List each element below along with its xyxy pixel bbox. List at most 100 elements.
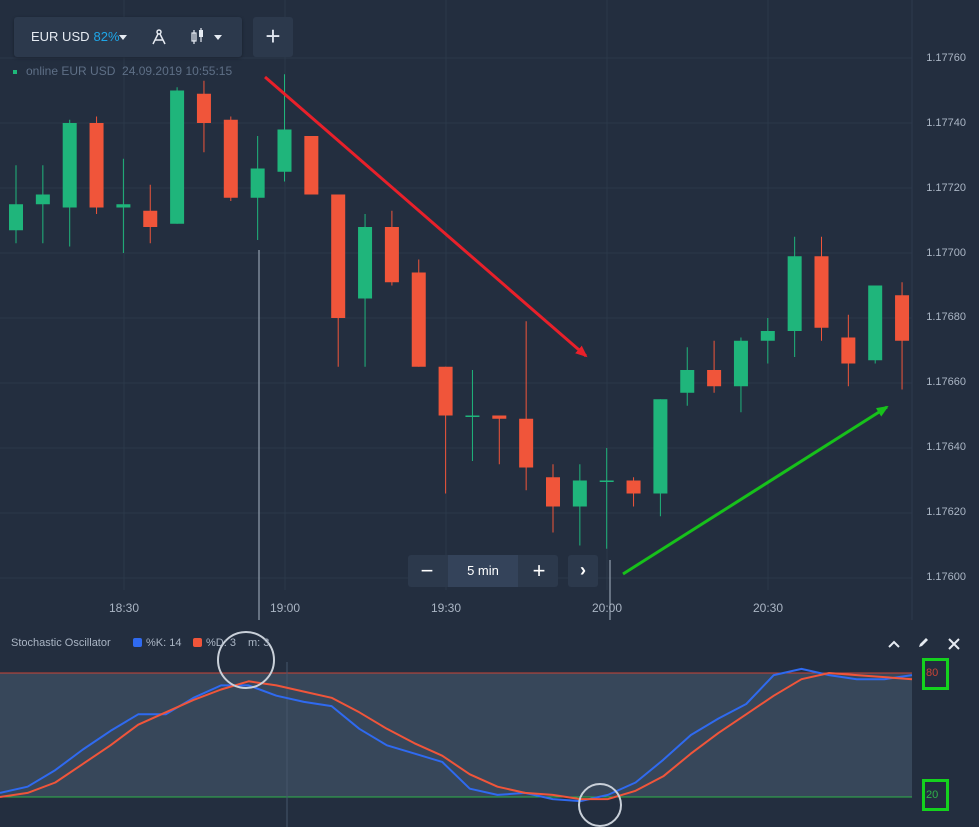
candle-body <box>384 227 399 283</box>
drawing-tools-icon[interactable] <box>150 28 168 46</box>
candle-body <box>116 204 131 208</box>
candle-body <box>680 370 695 393</box>
connection-status: online EUR USD 24.09.2019 10:55:15 <box>13 64 232 78</box>
downtrend-arrow <box>264 75 588 358</box>
candles-layer <box>9 74 910 549</box>
candle-body <box>787 256 802 331</box>
chart-grid <box>0 0 912 590</box>
timeframe-label[interactable]: 5 min <box>448 555 518 587</box>
asset-selector[interactable]: EUR USD 82% <box>31 29 120 44</box>
zoom-out-button[interactable]: − <box>420 558 434 583</box>
highlight-circle-bottom <box>578 783 622 827</box>
k-swatch <box>133 638 142 647</box>
oscillator-title: Stochastic Oscillator <box>11 637 111 649</box>
m-label: m: 3 <box>248 637 270 649</box>
candle <box>572 464 587 546</box>
candle-body <box>304 136 319 195</box>
price-tick: 1.17720 <box>926 182 966 194</box>
candle <box>384 210 399 286</box>
chevron-down-icon[interactable] <box>214 35 222 40</box>
candle-body <box>868 285 883 361</box>
candle <box>787 236 802 357</box>
price-tick: 1.17600 <box>926 571 966 583</box>
candle <box>895 282 910 390</box>
chevron-down-icon[interactable] <box>119 35 127 40</box>
candle <box>411 259 426 367</box>
price-tick: 1.17620 <box>926 506 966 518</box>
candle <box>35 165 50 244</box>
pencil-icon[interactable] <box>917 637 929 649</box>
d-label: %D: 3 <box>206 637 236 649</box>
candle-body <box>546 477 560 507</box>
k-line <box>0 667 913 803</box>
candle-body <box>35 194 50 205</box>
asset-toolbar: EUR USD 82% <box>14 17 242 57</box>
oscillator-header: Stochastic Oscillator %K: 14 %D: 3 m: 3 <box>0 626 979 662</box>
candle <box>814 236 829 341</box>
d-line <box>0 672 913 801</box>
candle <box>358 214 373 367</box>
candle-body <box>170 90 185 224</box>
time-tick: 18:30 <box>108 601 140 615</box>
candle-body <box>733 340 748 387</box>
candle-body <box>841 337 856 364</box>
candle-body <box>492 415 507 419</box>
timeframe-control: − 5 min + <box>408 555 558 587</box>
candle <box>868 285 883 364</box>
candle-body <box>411 272 426 367</box>
time-tick: 19:00 <box>269 601 301 615</box>
candle <box>707 340 722 393</box>
candle-body <box>143 210 158 227</box>
candle <box>143 184 158 244</box>
candle <box>438 366 453 494</box>
chevron-up-icon[interactable] <box>888 639 900 649</box>
lower-level-highlight <box>922 779 949 811</box>
status-text: online EUR USD <box>26 64 116 78</box>
candle <box>760 318 775 364</box>
candle <box>250 136 265 240</box>
price-tick: 1.17700 <box>926 247 966 259</box>
candle-body <box>465 415 480 417</box>
candle-body <box>250 168 265 198</box>
candle <box>492 415 507 465</box>
highlight-circle-top <box>217 631 275 689</box>
candle <box>196 80 211 153</box>
candle <box>62 119 77 247</box>
add-chart-button[interactable]: + <box>253 17 293 57</box>
time-tick: 20:00 <box>591 601 623 615</box>
uptrend-arrow <box>622 405 889 576</box>
oscillator-lines <box>0 667 913 803</box>
candle <box>9 165 23 244</box>
chart-type-icon[interactable] <box>190 27 206 47</box>
d-legend: %D: 3 <box>193 637 236 649</box>
upper-level-highlight <box>922 658 949 690</box>
candle <box>519 321 534 491</box>
candle <box>733 337 748 413</box>
time-tick: 19:30 <box>430 601 462 615</box>
candle-body <box>9 204 23 231</box>
candle-body <box>599 480 614 482</box>
candle-body <box>223 119 238 198</box>
candle-body <box>814 256 829 328</box>
candle <box>170 87 185 224</box>
lower-level-label: 20 <box>926 789 939 801</box>
candle-body <box>196 93 211 123</box>
price-tick: 1.17740 <box>926 117 966 129</box>
price-tick: 1.17760 <box>926 52 966 64</box>
candle <box>626 477 641 507</box>
candle-body <box>277 129 292 172</box>
zoom-in-button[interactable]: + <box>532 558 546 583</box>
candle <box>116 158 131 253</box>
status-datetime: 24.09.2019 10:55:15 <box>122 64 233 78</box>
candle <box>89 116 104 214</box>
candle <box>223 116 238 201</box>
price-tick: 1.17640 <box>926 441 966 453</box>
candle-body <box>895 295 910 341</box>
candle <box>599 448 614 549</box>
close-icon[interactable] <box>948 638 960 650</box>
candle-body <box>707 370 722 387</box>
candle <box>680 347 695 406</box>
scroll-forward-button[interactable]: › <box>568 555 598 587</box>
candle-body <box>519 418 534 468</box>
